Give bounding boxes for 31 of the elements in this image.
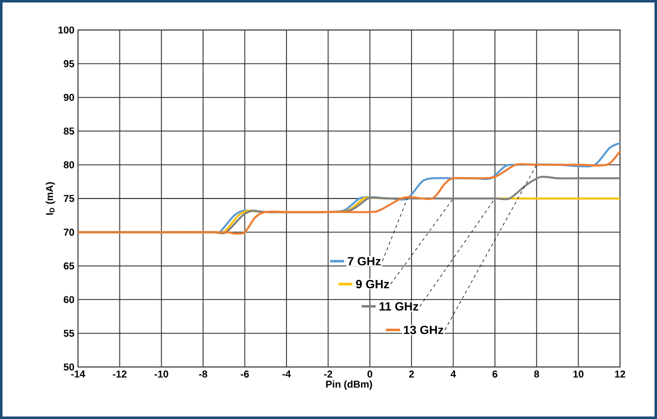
x-tick-label: -6	[240, 370, 249, 378]
y-tick-label: 60	[64, 296, 74, 304]
y-tick-label: 100	[58, 26, 74, 34]
legend-label: 13 GHz	[404, 326, 444, 334]
x-tick-label: 8	[534, 370, 540, 378]
legend-label: 7 GHz	[348, 256, 381, 266]
x-tick-label: -8	[199, 370, 208, 378]
x-tick-label: -2	[324, 370, 332, 378]
x-tick-label: 0	[367, 370, 372, 378]
y-tick-label: 75	[64, 195, 74, 202]
x-tick-label: 4	[450, 370, 456, 378]
x-tick-label: -10	[154, 370, 168, 378]
y-tick-label: 90	[64, 94, 74, 101]
x-tick-label: 12	[615, 370, 626, 378]
x-tick-label: -4	[282, 370, 291, 378]
x-tick-label: -14	[71, 370, 86, 378]
x-axis-title: Pin (dBm)	[326, 380, 372, 390]
legend-label: 9 GHz	[356, 280, 390, 288]
x-tick-label: 10	[573, 370, 584, 378]
y-tick-label: 70	[64, 228, 74, 236]
x-tick-label: -12	[112, 370, 126, 378]
x-tick-label: 6	[492, 370, 498, 378]
y-tick-label: 50	[64, 363, 74, 371]
y-axis-title: I$_{D}$ (mA)	[46, 182, 56, 215]
y-tick-label: 80	[64, 161, 74, 168]
y-tick-label: 85	[64, 128, 74, 135]
legend-label: 11 GHz	[380, 302, 418, 311]
x-tick-label: 2	[409, 370, 414, 378]
y-tick-label: 95	[64, 60, 74, 68]
y-tick-label: 55	[64, 330, 74, 337]
y-tick-label: 65	[64, 262, 74, 270]
